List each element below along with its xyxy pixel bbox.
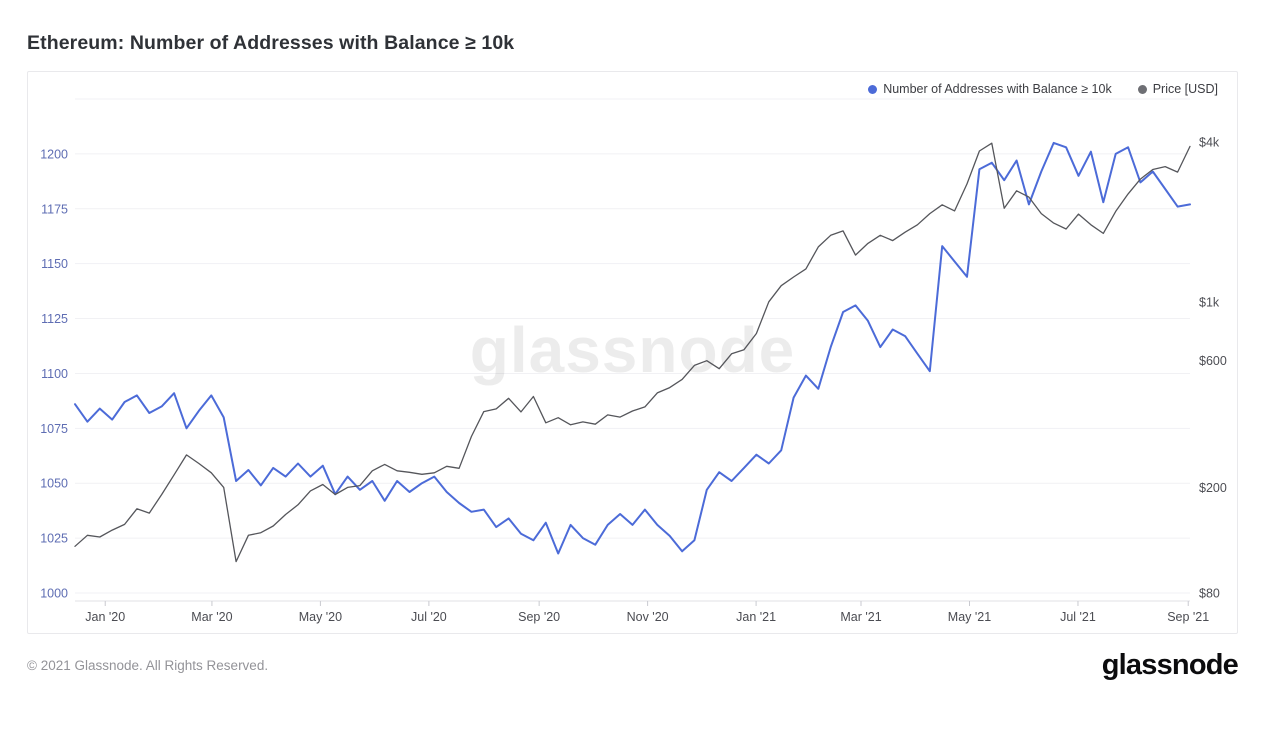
y-axis-label-right: $1k: [1199, 295, 1220, 309]
legend-dot-price-icon: [1137, 84, 1147, 94]
x-axis-label: Jul '20: [411, 610, 447, 624]
legend-item-addresses[interactable]: Number of Addresses with Balance ≥ 10k: [868, 82, 1112, 96]
y-axis-label-right: $600: [1199, 354, 1227, 368]
x-axis-label: Sep '21: [1167, 610, 1209, 624]
legend-label-price: Price [USD]: [1152, 82, 1218, 96]
y-axis-label-left: 1075: [40, 422, 68, 436]
y-axis-label-left: 1025: [40, 532, 68, 546]
x-axis-label: Mar '20: [191, 610, 232, 624]
chart-panel: Number of Addresses with Balance ≥ 10k P…: [27, 71, 1238, 634]
y-axis-label-right: $200: [1199, 481, 1227, 495]
legend-label-addresses: Number of Addresses with Balance ≥ 10k: [883, 82, 1112, 96]
page: Ethereum: Number of Addresses with Balan…: [0, 32, 1265, 696]
x-axis-label: Jan '21: [736, 610, 776, 624]
y-axis-label-right: $80: [1199, 587, 1220, 601]
x-axis-label: Sep '20: [518, 610, 560, 624]
y-axis-label-left: 1150: [41, 257, 68, 271]
chart-legend: Number of Addresses with Balance ≥ 10k P…: [868, 82, 1218, 96]
footer: © 2021 Glassnode. All Rights Reserved. g…: [27, 634, 1239, 696]
y-axis-label-left: 1200: [40, 147, 68, 161]
legend-dot-addresses-icon: [868, 84, 878, 94]
series-line-price[interactable]: [74, 142, 1191, 563]
x-axis-label: May '21: [948, 610, 991, 624]
x-axis-label: Nov '20: [627, 610, 669, 624]
y-axis-label-left: 1125: [41, 312, 68, 326]
legend-item-price[interactable]: Price [USD]: [1137, 82, 1218, 96]
x-axis-label: Jul '21: [1060, 610, 1096, 624]
y-axis-label-left: 1000: [40, 587, 68, 601]
y-axis-label-right: $4k: [1199, 136, 1220, 150]
y-axis-label-left: 1175: [41, 202, 68, 216]
y-axis-label-left: 1050: [40, 477, 68, 491]
x-axis-label: Jan '20: [85, 610, 125, 624]
x-axis-label: May '20: [299, 610, 342, 624]
x-axis-label: Mar '21: [840, 610, 881, 624]
glassnode-logo: glassnode: [1101, 648, 1239, 681]
chart-svg: glassnode Jan '20 Mar '20 May '20 Jul '20 Sep…: [40, 98, 1227, 624]
y-axis-label-left: 1100: [41, 367, 68, 381]
page-title: Ethereum: Number of Addresses with Balan…: [27, 32, 515, 54]
chart-canvas[interactable]: glassnode Jan '20 Mar '20 May '20 Jul '20 Sep…: [28, 72, 1237, 633]
watermark-text: glassnode: [470, 314, 796, 386]
copyright-text: © 2021 Glassnode. All Rights Reserved.: [27, 657, 269, 673]
series-line-addresses[interactable]: [74, 141, 1191, 555]
